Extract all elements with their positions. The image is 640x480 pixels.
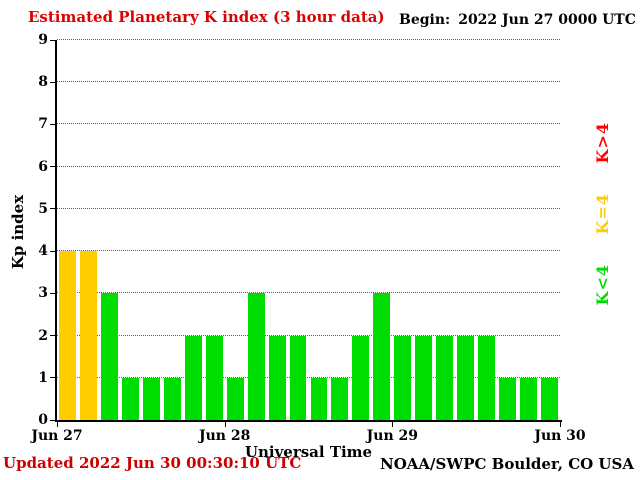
legend-klt4: K<4 [593,264,612,306]
kp-bar [436,335,454,420]
gridline [57,39,560,40]
y-tick-mark [50,39,55,41]
gridline [57,250,560,252]
kp-bar [499,377,517,420]
legend-keq4: K=4 [593,193,612,235]
x-tick-label: Jun 27 [31,428,83,444]
gridline [57,292,560,294]
kp-bar [163,377,181,420]
x-tick-label: Jun 30 [534,428,586,444]
kp-bar [184,335,202,420]
plot-area [57,39,560,420]
kp-bar [478,335,496,420]
y-tick-label: 5 [38,200,48,217]
y-tick-mark [50,166,55,168]
kp-bar [541,377,558,420]
y-tick-label: 2 [38,327,48,344]
kp-bar [394,335,412,420]
kp-bar [289,335,307,420]
gridline [57,165,560,167]
gridline [57,81,560,83]
kp-bar [226,377,244,420]
y-axis-line [55,40,57,422]
x-tick-mark [392,422,394,427]
kp-bar [331,377,349,420]
kp-bar [59,251,76,420]
kp-bar [142,377,160,420]
kp-bar [247,293,265,420]
y-tick-mark [50,335,55,337]
chart-title: Estimated Planetary K index (3 hour data… [28,8,385,26]
gridline [57,334,560,336]
x-axis-line [55,420,562,422]
begin-timestamp: Begin: 2022 Jun 27 0000 UTC [399,12,636,28]
y-tick-label: 6 [38,158,48,175]
y-tick-label: 0 [38,412,48,428]
gridline [57,123,560,125]
y-tick-mark [50,208,55,210]
x-tick-mark [560,422,561,427]
y-tick-label: 1 [38,369,48,386]
y-tick-label: 9 [38,32,48,48]
begin-value: 2022 Jun 27 0000 UTC [458,12,636,28]
gridline [57,376,560,378]
y-tick-mark [50,292,55,294]
kp-bar [79,251,97,420]
kp-bar [310,377,328,420]
kp-bar [373,293,391,420]
y-axis-label: Kp index [9,194,27,270]
kp-bar [520,377,538,420]
y-tick-mark [50,123,55,125]
x-tick-mark [224,422,226,427]
kp-bar [352,335,370,420]
x-tick-mark [57,422,58,427]
updated-timestamp: Updated 2022 Jun 30 00:30:10 UTC [3,454,302,472]
y-tick-label: 7 [38,116,48,133]
y-tick-label: 8 [38,74,48,91]
x-tick-label: Jun 28 [198,428,251,444]
y-tick-mark [50,377,55,379]
y-tick-mark [50,250,55,252]
source-attribution: NOAA/SWPC Boulder, CO USA [379,455,634,473]
x-tick-label: Jun 29 [366,428,418,444]
y-tick-mark [50,419,55,421]
begin-label: Begin: [399,12,451,28]
kp-bar [268,335,286,420]
kp-bar [121,377,139,420]
y-tick-label: 4 [38,243,48,260]
kp-bar [415,335,433,420]
gridline [57,207,560,209]
x-axis-label: Universal Time [244,443,373,461]
kp-bar [205,335,223,420]
y-tick-label: 3 [38,285,48,302]
legend-kgt4: K>4 [593,122,612,164]
y-tick-mark [50,81,55,83]
kp-bar [457,335,475,420]
kp-bar [100,293,118,420]
